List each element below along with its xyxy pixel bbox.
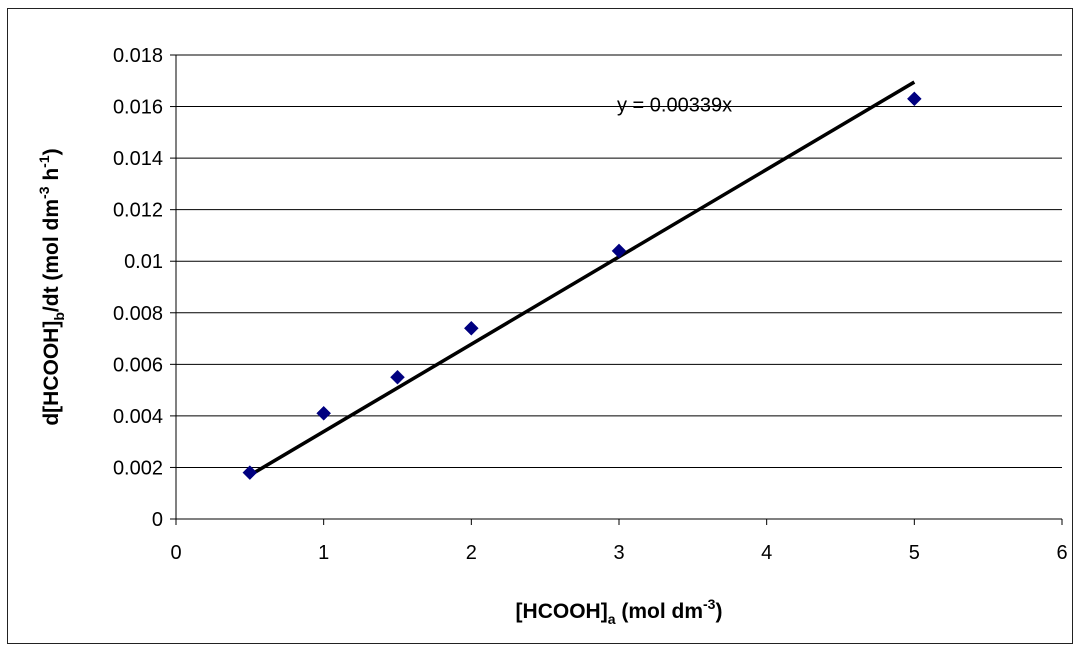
y-tick-label: 0.014 <box>113 148 163 170</box>
y-axis-label-sub: b <box>51 312 67 321</box>
data-points <box>242 91 922 480</box>
x-tick-label: 6 <box>1056 542 1067 564</box>
y-tick-label: 0.018 <box>113 45 163 67</box>
axes <box>170 54 1063 525</box>
y-tick-label: 0.002 <box>113 457 163 479</box>
x-tick-labels: 0 1 2 3 4 5 6 <box>170 542 1067 564</box>
x-axis-label-sup: -3 <box>703 596 716 612</box>
trendline <box>248 80 916 477</box>
data-point <box>242 465 258 480</box>
x-tick-label: 5 <box>909 542 920 564</box>
x-axis-label-sub: a <box>608 611 616 627</box>
y-axis-label-rest: /dt (mol dm <box>40 199 63 312</box>
data-point <box>463 320 479 336</box>
y-tick-labels: 0 0.002 0.004 0.006 0.008 0.01 0.012 0.014 0.016… <box>113 45 163 531</box>
y-tick-label: 0.012 <box>113 200 163 222</box>
x-tick-label: 0 <box>170 542 181 564</box>
data-point <box>611 243 627 259</box>
data-point <box>906 91 922 107</box>
y-axis-label: d[HCOOH]b/dt (mol dm-3 h-1) <box>36 148 67 425</box>
y-tick-label: 0.01 <box>124 251 163 273</box>
data-point <box>390 369 405 385</box>
y-tick-label: 0.004 <box>113 406 163 428</box>
y-tick-label: 0.016 <box>113 97 163 119</box>
x-tick-label: 2 <box>466 542 477 564</box>
x-axis-label-rest: (mol dm <box>616 600 704 623</box>
x-tick-label: 1 <box>318 542 329 564</box>
data-point <box>316 405 332 421</box>
y-tick-label: 0.008 <box>113 303 163 325</box>
x-tick-label: 4 <box>761 542 772 564</box>
x-axis-label-main: [HCOOH] <box>516 600 608 623</box>
x-tick-label: 3 <box>613 542 624 564</box>
y-axis-label-sup2: -1 <box>36 155 52 168</box>
gridlines <box>176 54 1062 468</box>
chart-frame <box>7 8 1073 644</box>
y-axis-label-main: d[HCOOH] <box>40 321 63 426</box>
y-tick-label: 0.006 <box>113 354 163 376</box>
trendline-group <box>248 80 916 477</box>
y-axis-label-sup1: -3 <box>36 186 52 199</box>
trendline-equation: y = 0.00339x <box>617 95 732 117</box>
y-axis-label-close: ) <box>40 148 63 155</box>
x-axis-label-close: ) <box>715 600 722 623</box>
x-axis-label: [HCOOH]a (mol dm-3) <box>516 596 723 627</box>
y-tick-label: 0 <box>152 509 163 531</box>
y-axis-label-mid: h <box>40 168 63 187</box>
